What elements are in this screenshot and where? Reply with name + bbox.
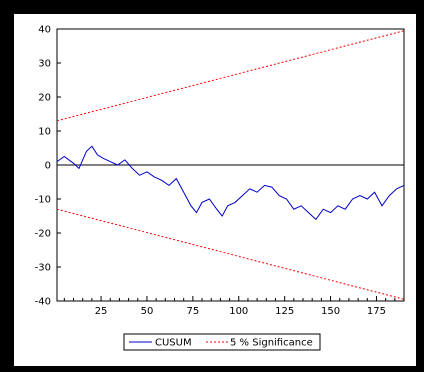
cusum-series bbox=[56, 145, 405, 221]
legend-label-cusum: CUSUM bbox=[155, 338, 192, 349]
x-axis: 25 50 75 100 125 150 175 bbox=[63, 296, 405, 317]
x-tick-label: 150 bbox=[321, 306, 340, 317]
y-axis: 40 30 20 10 0 -10 -20 -30 -40 bbox=[35, 25, 61, 308]
chart-panel: 40 30 20 10 0 -10 -20 -30 -40 25 50 75 100 125 150 175… bbox=[14, 14, 416, 366]
legend: CUSUM 5 % Significance bbox=[123, 333, 321, 351]
y-tick-label: -30 bbox=[35, 263, 51, 274]
y-tick-label: 10 bbox=[38, 127, 51, 138]
lower-significance-line bbox=[56, 208, 405, 300]
legend-label-significance: 5 % Significance bbox=[230, 338, 313, 349]
cusum-line bbox=[56, 145, 405, 221]
y-tick-label: 20 bbox=[38, 93, 51, 104]
x-tick-label: 175 bbox=[367, 306, 386, 317]
y-tick-label: -10 bbox=[35, 195, 51, 206]
x-tick-label: 50 bbox=[141, 306, 154, 317]
y-tick-label: -40 bbox=[35, 297, 51, 308]
x-tick-label: 75 bbox=[186, 306, 199, 317]
x-tick-label: 125 bbox=[275, 306, 294, 317]
y-tick-label: 30 bbox=[38, 59, 51, 70]
upper-significance-line bbox=[56, 30, 405, 122]
y-tick-label: -20 bbox=[35, 229, 51, 240]
y-tick-label: 0 bbox=[45, 161, 51, 172]
x-tick-label: 25 bbox=[95, 306, 108, 317]
y-tick-label: 40 bbox=[38, 25, 51, 36]
x-tick-label: 100 bbox=[229, 306, 248, 317]
